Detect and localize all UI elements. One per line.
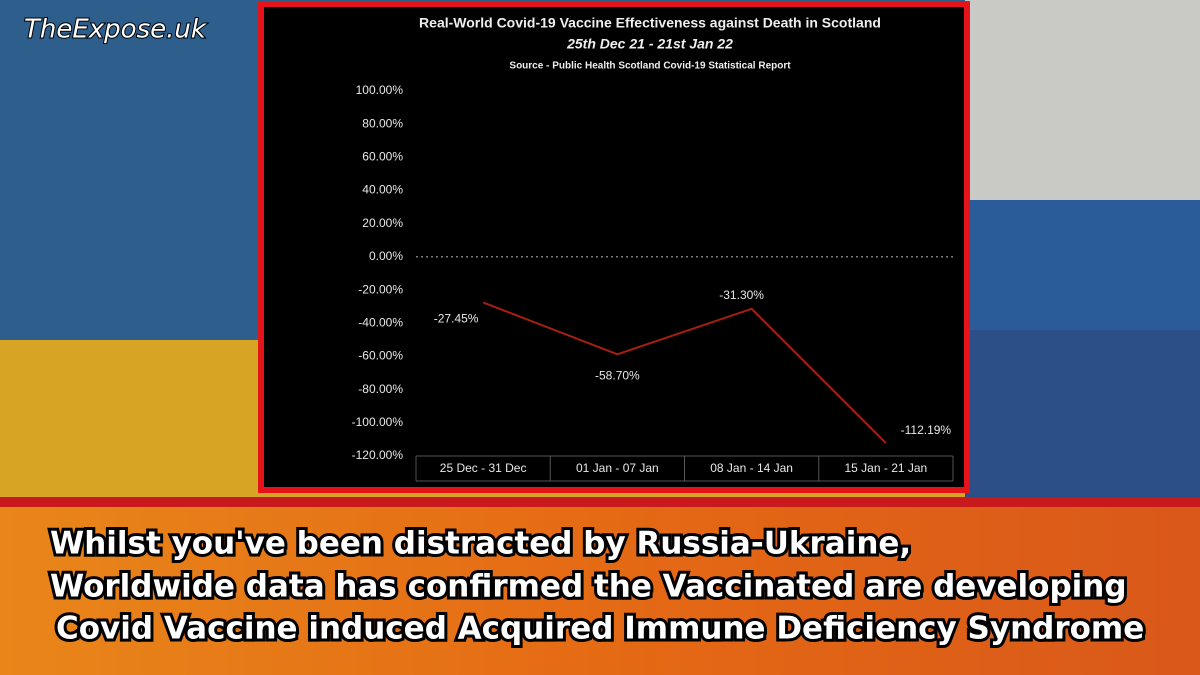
value-label: -112.19% (901, 423, 952, 437)
value-label: -58.70% (595, 368, 640, 382)
chart-title: Real-World Covid-19 Vaccine Effectivenes… (419, 15, 881, 31)
chart-subtitle: 25th Dec 21 - 21st Jan 22 (566, 36, 733, 52)
x-tick-label: 25 Dec - 31 Dec (440, 461, 527, 475)
banner-stripe (0, 497, 1200, 507)
y-tick-label: -120.00% (352, 448, 404, 462)
headline: Worldwide data has confirmed the Vaccina… (50, 569, 1127, 605)
y-tick-label: -60.00% (358, 349, 403, 363)
x-tick-label: 15 Jan - 21 Jan (845, 461, 928, 475)
y-tick-label: -100.00% (352, 415, 404, 429)
chart-frame (258, 1, 970, 493)
headline: Whilst you've been distracted by Russia-… (50, 526, 911, 562)
x-tick-label: 01 Jan - 07 Jan (576, 461, 659, 475)
data-line (482, 301, 887, 444)
headline: Covid Vaccine induced Acquired Immune De… (56, 611, 1144, 647)
chart-source: Source - Public Health Scotland Covid-19… (509, 61, 791, 72)
y-tick-label: -80.00% (358, 382, 403, 396)
watermark: TheExpose.uk (24, 15, 207, 45)
flag-white (965, 0, 1200, 200)
y-tick-label: 100.00% (356, 83, 404, 97)
banner (0, 505, 1200, 675)
value-label: -31.30% (719, 288, 764, 302)
value-label: -27.45% (434, 312, 479, 326)
y-tick-label: 80.00% (362, 116, 403, 130)
y-tick-label: -40.00% (358, 315, 403, 329)
y-tick-label: 40.00% (362, 183, 403, 197)
y-tick-label: -20.00% (358, 282, 403, 296)
flag-blue-ru2 (965, 330, 1200, 505)
y-tick-label: 0.00% (369, 249, 403, 263)
plot: 100.00% 80.00% 60.00% 40.00% 20.00% 0.00% -20.… (352, 83, 954, 482)
y-tick-label: 60.00% (362, 150, 403, 164)
x-tick-label: 08 Jan - 14 Jan (710, 461, 793, 475)
y-tick-label: 20.00% (362, 216, 403, 230)
flag-blue-ru (965, 200, 1200, 330)
